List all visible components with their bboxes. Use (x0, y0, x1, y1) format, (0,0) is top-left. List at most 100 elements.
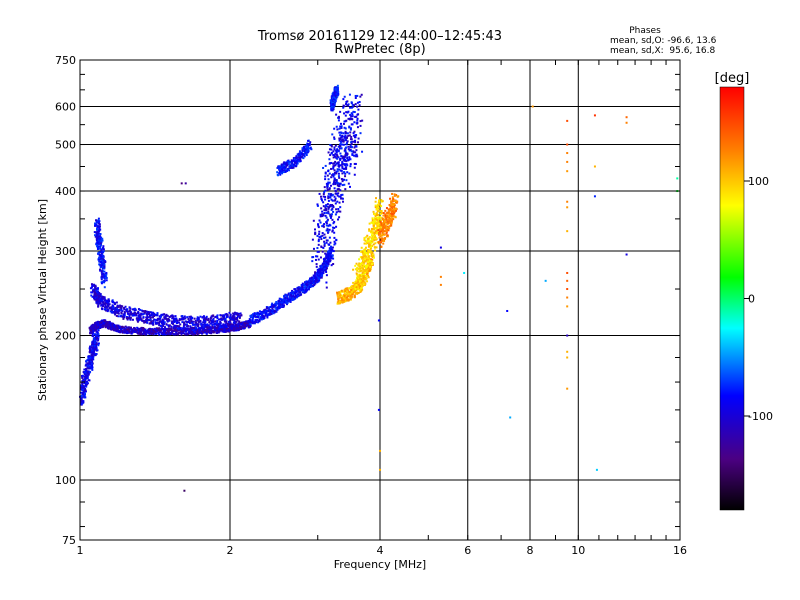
echo-point (313, 280, 316, 283)
echo-point (219, 320, 222, 323)
echo-point (335, 170, 338, 173)
echo-point (336, 302, 339, 305)
echo-point (288, 298, 291, 301)
echo-point (336, 293, 339, 296)
echo-point (339, 143, 342, 146)
echo-point (235, 316, 238, 319)
echo-point (86, 362, 89, 365)
echo-point (136, 317, 139, 320)
echo-point (334, 192, 337, 195)
echo-point (336, 94, 339, 97)
echo-point (97, 246, 100, 249)
echo-point (100, 295, 103, 298)
echo-point (284, 293, 287, 296)
echo-point (333, 199, 336, 202)
echo-point (356, 280, 359, 283)
echo-point (350, 296, 353, 299)
echo-point (182, 318, 185, 321)
echo-point (107, 305, 110, 308)
echo-point (345, 100, 348, 103)
echo-point (317, 250, 320, 253)
echo-point (284, 298, 287, 301)
echo-point (345, 179, 348, 182)
echo-point (340, 289, 343, 292)
echo-point (201, 332, 204, 335)
echo-point (314, 258, 317, 261)
echo-point (340, 178, 343, 181)
echo-point (147, 328, 150, 331)
echo-point (368, 263, 371, 266)
echo-point (98, 258, 101, 261)
echo-point (365, 257, 368, 260)
echo-point (106, 301, 109, 304)
echo-point (334, 181, 337, 184)
echo-point (296, 162, 299, 165)
echo-point (333, 127, 336, 130)
echo-point (100, 281, 103, 284)
echo-point (84, 396, 87, 399)
echo-point (294, 290, 297, 293)
echo-point (296, 158, 299, 161)
echo-point (189, 315, 192, 318)
echo-point (289, 165, 292, 168)
echo-point (321, 232, 324, 235)
echo-point (208, 331, 211, 334)
echo-point (114, 310, 117, 313)
echo-point (106, 303, 109, 306)
echo-point (280, 302, 283, 305)
echo-point (224, 323, 227, 326)
echo-point (282, 305, 285, 308)
echo-point (354, 103, 357, 106)
echo-point (81, 382, 84, 385)
echo-point (324, 175, 327, 178)
echo-point (212, 317, 215, 320)
echo-point (243, 321, 246, 324)
echo-point (269, 312, 272, 315)
echo-point (163, 316, 166, 319)
echo-point (234, 317, 237, 320)
echo-point (219, 328, 222, 331)
echo-point (288, 300, 291, 303)
echo-point (328, 249, 331, 252)
echo-point (305, 289, 308, 292)
echo-point (109, 310, 112, 313)
echo-point (105, 275, 108, 278)
echo-point (240, 325, 243, 328)
echo-point (120, 329, 123, 332)
echo-point (352, 110, 355, 113)
echo-point (191, 320, 194, 323)
echo-point (88, 359, 91, 362)
echo-point (363, 277, 366, 280)
echo-point (346, 153, 349, 156)
echo-point (98, 256, 101, 259)
stats-heading: Phases (629, 26, 661, 36)
echo-point (219, 326, 222, 329)
echo-point (189, 326, 192, 329)
echo-point (317, 223, 320, 226)
echo-point (298, 160, 301, 163)
echo-point (337, 297, 340, 300)
echo-point (99, 242, 102, 245)
echo-point (96, 331, 99, 334)
echo-point (346, 295, 349, 298)
echo-point (212, 329, 215, 332)
echo-point (327, 192, 330, 195)
echo-point (342, 106, 345, 109)
echo-point (177, 331, 180, 334)
echo-point (314, 233, 317, 236)
echo-point (147, 310, 150, 313)
echo-point (328, 181, 331, 184)
echo-point (325, 255, 328, 258)
echo-point (127, 312, 130, 315)
echo-point (103, 270, 106, 273)
echo-point (128, 306, 131, 309)
echo-point (357, 108, 360, 111)
echo-point (117, 308, 120, 311)
echo-point (258, 313, 261, 316)
echo-point (336, 291, 339, 294)
echo-point (165, 327, 168, 330)
echo-point (357, 287, 360, 290)
echo-point (155, 328, 158, 331)
echo-point (317, 280, 320, 283)
